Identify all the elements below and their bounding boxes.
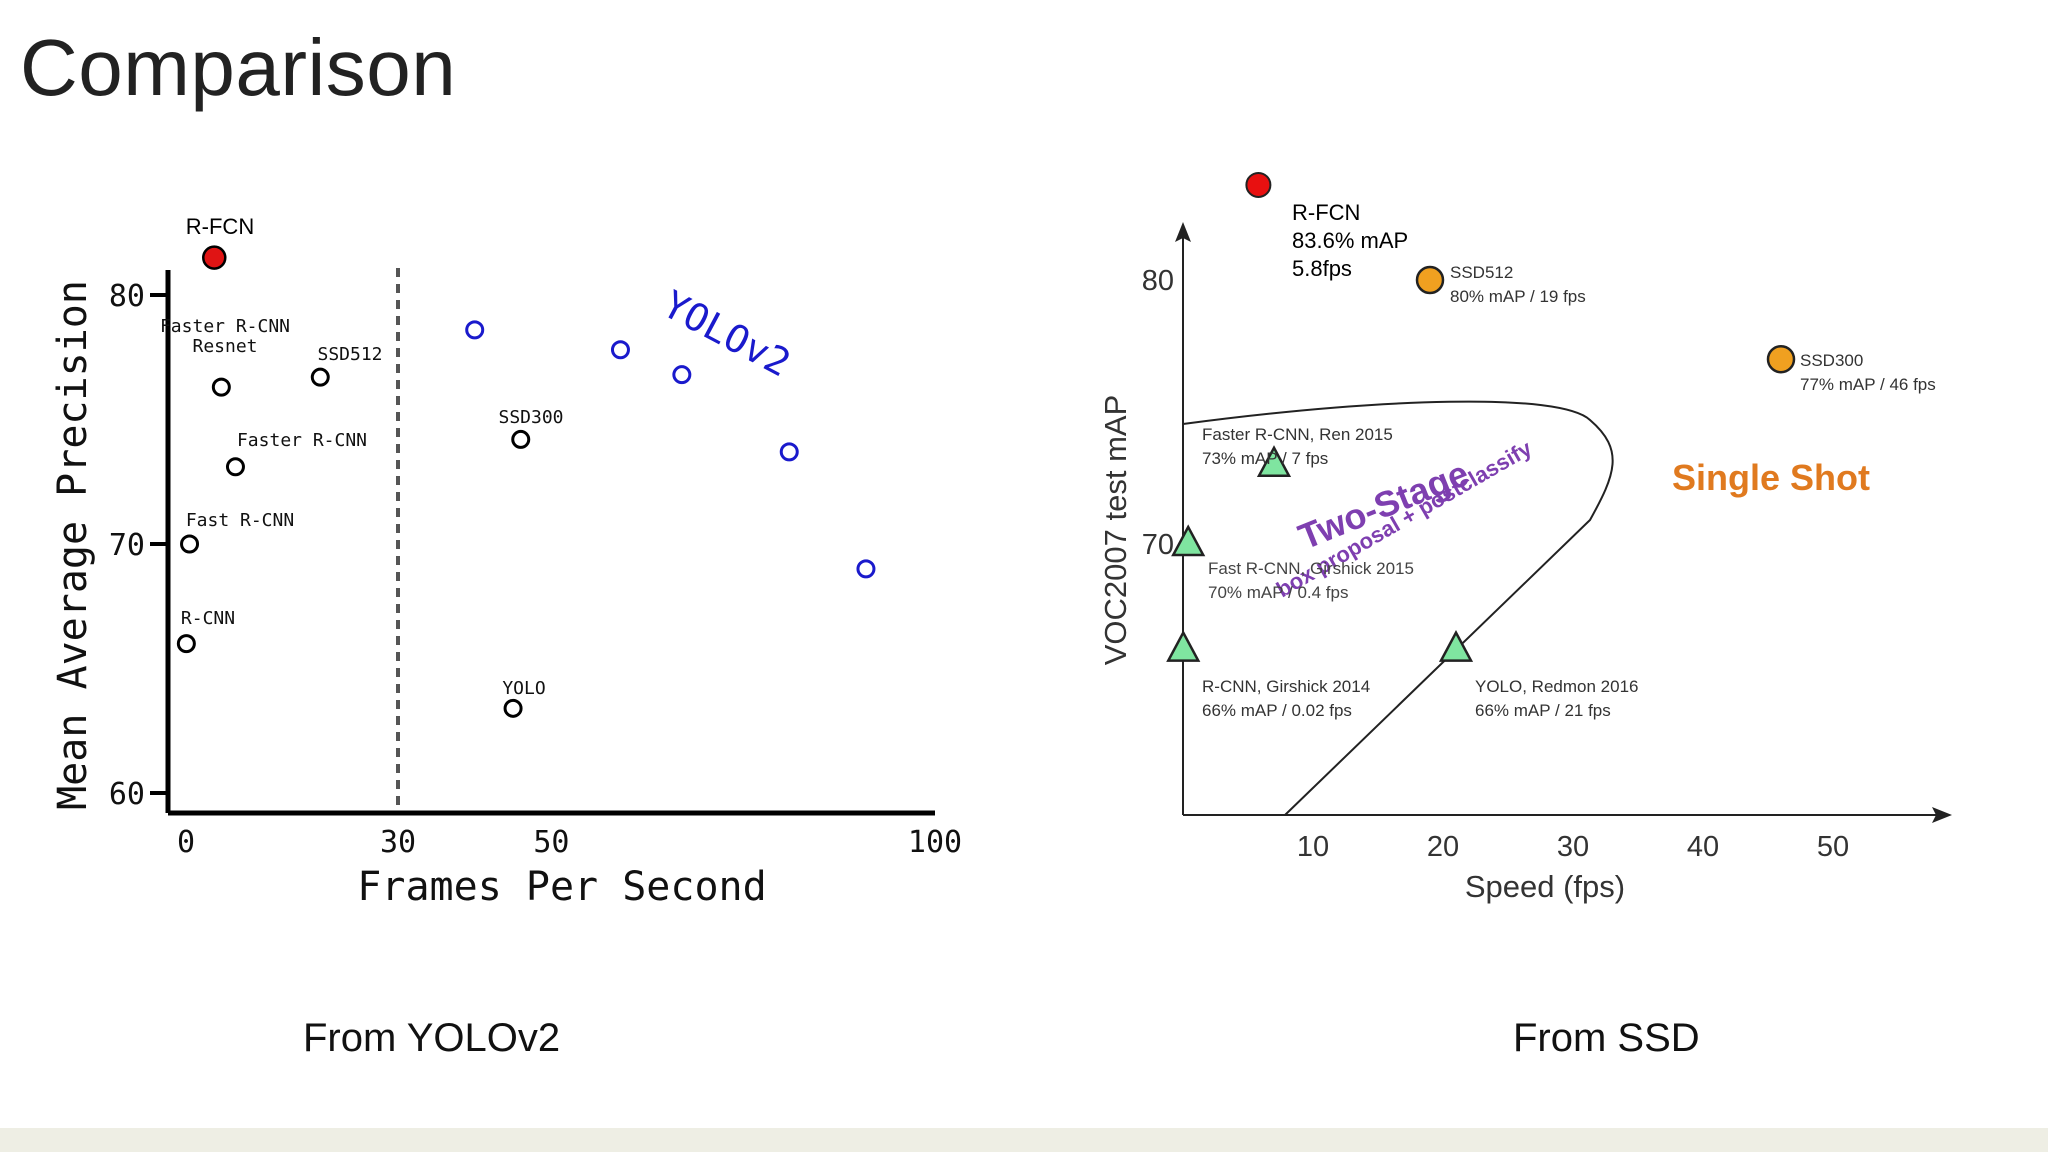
point-label: 77% mAP / 46 fps	[1800, 375, 1936, 394]
y-axis-title: Mean Average Precision	[50, 280, 96, 810]
x-tick-label: 100	[908, 825, 962, 860]
ssd-point	[1766, 344, 1796, 374]
detector-point	[225, 457, 245, 477]
single-shot-label: Single Shot	[1672, 457, 1870, 498]
x-tick-label: 50	[1817, 831, 1849, 863]
point-label: SSD300	[498, 407, 563, 428]
yolov2-point	[610, 340, 630, 360]
x-tick-label: 0	[177, 825, 195, 860]
x-axis-title: Frames Per Second	[357, 864, 766, 910]
two-stage-point	[1438, 629, 1474, 662]
y-axis-arrowhead	[1175, 222, 1191, 242]
yolov2-point	[672, 365, 692, 385]
point-label: Resnet	[192, 336, 257, 357]
point-label: R-FCN	[186, 214, 254, 239]
point-label-group: Fast R-CNN, Girshick 2015 70% mAP / 0.4 f…	[1208, 559, 1414, 602]
point-label-group: SSD512 80% mAP / 19 fps	[1450, 263, 1586, 306]
ssd-point	[1415, 265, 1445, 295]
point-label-group: Faster R-CNN, Ren 2015 73% mAP / 7 fps	[1202, 425, 1393, 468]
two-stage-point	[1256, 445, 1292, 478]
ssd-chart: 10 20 30 40 50 70 80 Speed (fps) VOC2007 test mA…	[1098, 171, 1952, 904]
point-label: 83.6% mAP	[1292, 228, 1408, 253]
point-label-group: R-FCN 83.6% mAP 5.8fps	[1292, 200, 1408, 281]
point-label: SSD300	[1800, 351, 1863, 370]
rfcn-point	[1245, 171, 1272, 198]
y-axis-title: VOC2007 test mAP	[1098, 395, 1133, 666]
yolov2-chart: 60 70 80 0 30 50 100 Frames Per Second Mean Aver…	[50, 214, 962, 910]
point-label-group: SSD300 77% mAP / 46 fps	[1800, 351, 1936, 394]
detector-point	[511, 429, 531, 449]
point-label-group: SSD300	[498, 407, 563, 428]
point-label: 80% mAP / 19 fps	[1450, 287, 1586, 306]
point-label: R-FCN	[1292, 200, 1360, 225]
point-label: R-CNN, Girshick 2014	[1202, 677, 1370, 696]
yolov2-point	[856, 559, 876, 579]
slide-title: Comparison	[20, 23, 457, 112]
two-stage-point	[1171, 524, 1206, 557]
detector-point	[310, 367, 330, 387]
point-label: 66% mAP / 21 fps	[1475, 701, 1611, 720]
yolov2-point	[779, 442, 799, 462]
x-tick-label: 20	[1427, 831, 1459, 863]
point-label: Fast R-CNN	[186, 510, 294, 531]
point-label-group: R-CNN	[181, 608, 235, 629]
point-label: YOLO	[502, 678, 545, 699]
point-label: YOLO, Redmon 2016	[1475, 677, 1638, 696]
point-label-group: SSD512	[317, 344, 382, 365]
x-tick-label: 50	[533, 825, 569, 860]
y-tick-label: 70	[109, 528, 145, 563]
point-label: Faster R-CNN, Ren 2015	[1202, 425, 1393, 444]
point-label-group: R-CNN, Girshick 2014 66% mAP / 0.02 fps	[1202, 677, 1370, 720]
detector-point	[211, 377, 231, 397]
x-tick-label: 10	[1297, 831, 1329, 863]
point-label: SSD512	[317, 344, 382, 365]
point-label: SSD512	[1450, 263, 1513, 282]
point-label-group: YOLO	[502, 678, 545, 699]
caption-yolov2: From YOLOv2	[303, 1016, 561, 1060]
point-label-group: Fast R-CNN	[186, 510, 294, 531]
point-label: 70% mAP / 0.4 fps	[1208, 583, 1348, 602]
caption-ssd: From SSD	[1513, 1016, 1700, 1060]
rfcn-point	[202, 245, 227, 270]
detector-point	[180, 534, 200, 554]
point-label: 66% mAP / 0.02 fps	[1202, 701, 1352, 720]
yolov2-point	[465, 320, 485, 340]
point-label: Faster R-CNN	[237, 430, 367, 451]
two-stage-boundary	[1182, 400, 1614, 816]
x-tick-label: 30	[380, 825, 416, 860]
footer-band	[0, 1128, 2048, 1152]
x-axis-title: Speed (fps)	[1465, 869, 1625, 904]
y-tick-label: 60	[109, 777, 145, 812]
point-label-group: YOLO, Redmon 2016 66% mAP / 21 fps	[1475, 677, 1638, 720]
point-label-group: R-FCN	[186, 214, 254, 239]
point-label: R-CNN	[181, 608, 235, 629]
y-tick-label: 80	[1142, 265, 1174, 297]
point-label-group: Faster R-CNN	[237, 430, 367, 451]
point-label: Fast R-CNN, Girshick 2015	[1208, 559, 1414, 578]
x-tick-label: 30	[1557, 831, 1589, 863]
detector-point	[503, 698, 523, 718]
x-tick-label: 40	[1687, 831, 1719, 863]
two-stage-point	[1166, 629, 1201, 662]
y-tick-label: 80	[109, 279, 145, 314]
detector-point	[176, 634, 196, 654]
point-label: 73% mAP / 7 fps	[1202, 449, 1328, 468]
x-axis-arrowhead	[1932, 807, 1952, 823]
y-tick-label: 70	[1142, 529, 1174, 561]
point-label: 5.8fps	[1292, 256, 1352, 281]
point-label: Faster R-CNN	[160, 316, 290, 337]
